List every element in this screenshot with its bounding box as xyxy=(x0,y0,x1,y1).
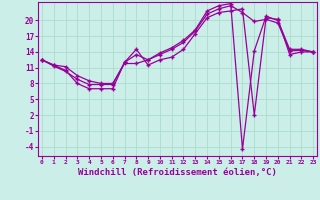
X-axis label: Windchill (Refroidissement éolien,°C): Windchill (Refroidissement éolien,°C) xyxy=(78,168,277,177)
